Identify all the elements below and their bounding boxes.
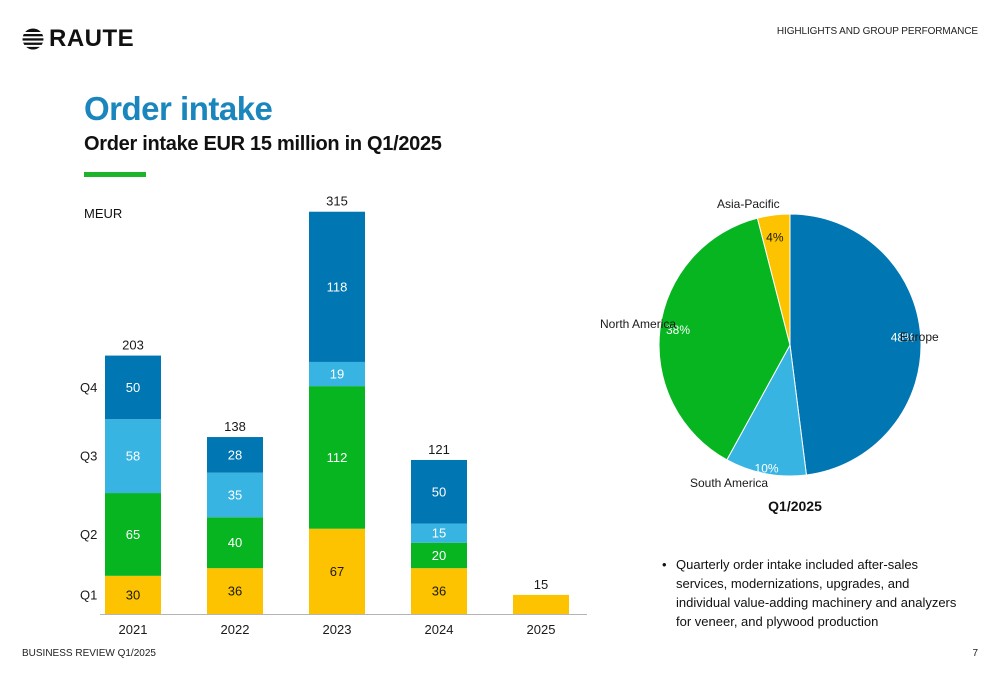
bar-segment [309, 386, 365, 529]
region-pie-chart: 48%Europe 10%South America 38%North Americ… [600, 197, 939, 490]
bar-segment [105, 493, 161, 576]
bar-segment [207, 517, 263, 569]
category-tick-label: 2023 [323, 622, 352, 637]
series-legend-label: Q3 [80, 449, 97, 464]
segment-value-label: 35 [228, 487, 242, 502]
pie-category-label: Asia-Pacific [717, 197, 780, 211]
pie-percent-label: 4% [766, 230, 784, 244]
section-label: HIGHLIGHTS AND GROUP PERFORMANCE [776, 26, 978, 37]
segment-value-label: 19 [330, 367, 344, 382]
segment-value-label: 50 [432, 484, 446, 499]
series-legend-label: Q2 [80, 527, 97, 542]
bar-segment [513, 594, 569, 614]
segment-value-label: 112 [327, 450, 348, 465]
bar-segment [309, 211, 365, 362]
segment-value-label: 40 [228, 535, 242, 550]
raute-logo-icon [22, 28, 44, 50]
page-subtitle: Order intake EUR 15 million in Q1/2025 [84, 133, 442, 155]
raute-logo: RAUTE [22, 26, 134, 52]
page-title: Order intake [84, 90, 273, 127]
order-intake-bar-chart: 30 65 58 50 203 2021 36 40 35 28 138 2022 67 112 19 118… [80, 194, 587, 637]
segment-value-label: 50 [126, 380, 140, 395]
pie-slice [789, 213, 922, 476]
segment-value-label: 15 [432, 526, 446, 541]
pie-slice [726, 343, 807, 477]
bar-segment [207, 437, 263, 473]
bar-segment [105, 355, 161, 420]
pie-slice [756, 213, 791, 346]
series-legend-label: Q1 [80, 587, 97, 602]
bar-segment [411, 523, 467, 543]
bar-total-label: 315 [326, 194, 348, 209]
category-tick-label: 2024 [425, 622, 454, 637]
pie-chart-title: Q1/2025 [768, 498, 822, 514]
segment-value-label: 30 [126, 587, 140, 602]
pie-slice [658, 217, 791, 461]
bar-total-label: 15 [534, 577, 548, 592]
category-tick-label: 2022 [221, 622, 250, 637]
segment-value-label: 36 [228, 584, 242, 599]
footer-label: BUSINESS REVIEW Q1/2025 [22, 648, 156, 659]
pie-percent-label: 48% [891, 331, 915, 345]
bar-segment [309, 361, 365, 387]
bar-segment [207, 568, 263, 614]
segment-value-label: 28 [228, 447, 242, 462]
pie-percent-label: 10% [755, 461, 779, 475]
category-tick-label: 2021 [119, 622, 148, 637]
bar-total-label: 203 [122, 338, 144, 353]
logo-wordmark: RAUTE [49, 25, 135, 52]
series-legend-label: Q4 [80, 380, 97, 395]
pie-category-label: South America [690, 476, 768, 490]
segment-value-label: 36 [432, 584, 446, 599]
bar-segment [105, 575, 161, 614]
page-number: 7 [972, 648, 978, 659]
bar-segment [207, 472, 263, 518]
bar-segment [309, 528, 365, 614]
segment-value-label: 20 [432, 548, 446, 563]
bar-total-label: 138 [224, 419, 246, 434]
pie-category-label: Europe [900, 330, 939, 344]
pie-percent-label: 38% [666, 323, 690, 337]
bar-segment [105, 419, 161, 494]
segment-value-label: 118 [327, 279, 348, 294]
segment-value-label: 65 [126, 527, 140, 542]
commentary-bullet: Quarterly order intake included after-sa… [662, 555, 962, 631]
chart-unit-label: MEUR [84, 206, 123, 221]
category-tick-label: 2025 [527, 622, 556, 637]
segment-value-label: 58 [126, 449, 140, 464]
bar-total-label: 121 [428, 442, 450, 457]
bar-segment [411, 459, 467, 524]
bar-segment [411, 542, 467, 569]
commentary-list: Quarterly order intake included after-sa… [662, 555, 962, 631]
bar-segment [411, 568, 467, 614]
accent-rule [84, 172, 146, 177]
pie-category-label: North America [600, 317, 676, 331]
segment-value-label: 67 [330, 564, 344, 579]
